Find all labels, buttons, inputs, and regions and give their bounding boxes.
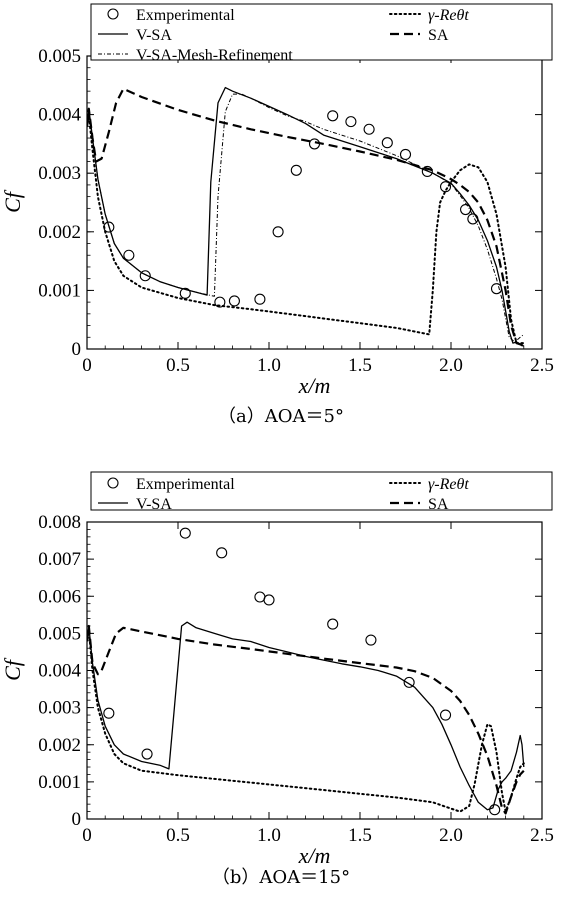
series-line-gamma [87, 628, 525, 813]
data-point-experimental [327, 618, 339, 630]
data-point-experimental [141, 748, 153, 760]
data-point-experimental [214, 296, 226, 308]
data-point-experimental [123, 249, 135, 261]
data-point-experimental [228, 295, 240, 307]
data-point-experimental [139, 270, 151, 282]
y-tick-label: 0.005 [38, 46, 81, 67]
x-tick-label: 1.0 [257, 355, 281, 376]
legend-label-vsa: V-SA [136, 496, 172, 513]
x-tick-label: 1.0 [257, 825, 281, 846]
x-tick-label: 2.5 [530, 355, 554, 376]
legend-marker-experimental [107, 8, 119, 20]
series-line-sa [87, 624, 525, 815]
x-tick-label: 2.5 [530, 825, 554, 846]
y-tick-label: 0.004 [38, 661, 81, 682]
x-tick-label: 0 [82, 355, 92, 376]
data-point-experimental [365, 634, 377, 646]
figure-caption: （a）AOA＝5° [218, 406, 344, 427]
x-tick-label: 0 [82, 825, 92, 846]
x-axis-label: x/m [298, 373, 331, 398]
legend: Exmperimental γ-Reθt V-SA SA [90, 471, 553, 513]
y-tick-label: 0.008 [38, 512, 81, 533]
chart-aoa-15: 0 0.5 1.0 1.5 2.0 2.5 0 0.001 0.002 0.003 0.004 0.0… [0, 471, 554, 888]
x-tick-label: 2.0 [439, 355, 463, 376]
data-point-experimental [460, 203, 472, 216]
legend-label-vsa: V-SA [136, 27, 172, 44]
data-point-experimental [439, 181, 452, 193]
data-point-experimental [403, 676, 415, 688]
legend-label-gamma: γ-Reθt [428, 476, 469, 493]
x-tick-label: 0.5 [166, 355, 190, 376]
series-line-sa [87, 87, 525, 348]
y-tick-label: 0.003 [38, 698, 81, 719]
figure-caption: （b）AOA＝15° [212, 867, 350, 888]
data-point-experimental [489, 804, 501, 816]
legend-label-exp: Exmperimental [136, 7, 235, 24]
x-tick-label: 2.0 [439, 825, 463, 846]
data-point-experimental [272, 226, 284, 238]
data-point-experimental [179, 287, 191, 299]
y-tick-label: 0 [72, 339, 82, 360]
y-tick-label: 0.002 [38, 222, 81, 243]
data-point-experimental [345, 116, 357, 128]
data-point-experimental [216, 547, 228, 559]
data-point-experimental [439, 709, 452, 721]
series-group [87, 86, 525, 348]
y-tick-label: 0.001 [38, 772, 81, 793]
x-axis-label: x/m [298, 843, 331, 868]
x-tick-label: 1.5 [348, 355, 372, 376]
series-line-vsa [87, 621, 525, 811]
series-group [87, 527, 525, 816]
y-axis-label: Cf [0, 657, 25, 681]
series-line-gamma [87, 113, 525, 345]
legend-box [90, 3, 553, 61]
y-tick-label: 0.006 [38, 586, 81, 607]
data-point-experimental [290, 164, 302, 176]
data-point-experimental [327, 110, 339, 122]
data-point-experimental [381, 137, 393, 149]
y-tick-label: 0.004 [38, 105, 81, 126]
x-tick-label: 1.5 [348, 825, 372, 846]
legend: Exmperimental γ-Reθt V-SA SA V-SA-Mesh-Refin… [90, 3, 553, 64]
data-point-experimental [254, 591, 266, 603]
legend-label-sa: SA [428, 27, 449, 44]
chart-aoa-5: 0 0.5 1.0 1.5 2.0 2.5 0 0.001 0.002 0.003 0.004 0.0… [0, 3, 554, 427]
plot-frame [86, 55, 543, 350]
y-tick-label: 0.002 [38, 735, 81, 756]
data-point-experimental [263, 594, 275, 606]
y-tick-label: 0 [72, 809, 82, 830]
plot-frame [86, 521, 543, 820]
data-point-experimental [467, 213, 479, 225]
y-axis-label: Cf [0, 189, 25, 213]
legend-label-sa: SA [428, 496, 449, 513]
legend-label-vsamr: V-SA-Mesh-Refinement [136, 47, 293, 64]
legend-label-gamma: γ-Reθt [428, 7, 469, 24]
y-tick-label: 0.007 [38, 549, 81, 570]
data-point-experimental [179, 527, 191, 539]
legend-label-exp: Exmperimental [136, 476, 235, 493]
data-point-experimental [421, 165, 433, 177]
y-tick-label: 0.001 [38, 280, 81, 301]
data-point-experimental [103, 707, 115, 719]
y-tick-label: 0.005 [38, 623, 81, 644]
y-tick-label: 0.003 [38, 163, 81, 184]
series-line-vsamr [87, 93, 525, 343]
x-tick-label: 0.5 [166, 825, 190, 846]
data-point-experimental [254, 293, 266, 305]
data-point-experimental [363, 123, 375, 135]
legend-box [90, 471, 553, 511]
series-line-vsa [87, 86, 525, 347]
legend-marker-experimental [107, 477, 119, 489]
data-point-experimental [399, 148, 412, 160]
